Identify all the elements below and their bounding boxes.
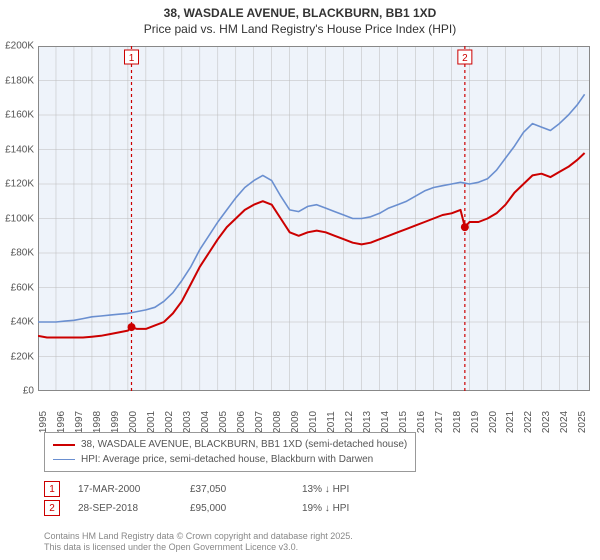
marker-price-1: £37,050 bbox=[190, 484, 284, 495]
x-tick-label: 1997 bbox=[74, 411, 85, 433]
y-tick-label: £180K bbox=[5, 75, 34, 86]
marker-table: 1 17-MAR-2000 £37,050 13% ↓ HPI 2 28-SEP… bbox=[44, 478, 396, 519]
x-tick-label: 2004 bbox=[200, 411, 211, 433]
y-tick-label: £100K bbox=[5, 213, 34, 224]
legend-item-price-paid: 38, WASDALE AVENUE, BLACKBURN, BB1 1XD (… bbox=[53, 437, 407, 452]
x-tick-label: 2001 bbox=[146, 411, 157, 433]
x-tick-label: 2014 bbox=[380, 411, 391, 433]
marker-price-2: £95,000 bbox=[190, 503, 284, 514]
x-tick-label: 2000 bbox=[128, 411, 139, 433]
x-tick-label: 1995 bbox=[38, 411, 49, 433]
x-tick-label: 2017 bbox=[434, 411, 445, 433]
x-tick-label: 1999 bbox=[110, 411, 121, 433]
marker-delta-2: 19% ↓ HPI bbox=[302, 503, 396, 514]
attribution-text: Contains HM Land Registry data © Crown c… bbox=[44, 531, 353, 554]
y-tick-label: £160K bbox=[5, 110, 34, 121]
svg-text:1: 1 bbox=[129, 53, 135, 64]
marker-date-1: 17-MAR-2000 bbox=[78, 484, 172, 495]
x-tick-label: 2006 bbox=[236, 411, 247, 433]
x-tick-label: 1996 bbox=[56, 411, 67, 433]
chart-plot-area: 12 bbox=[38, 46, 590, 391]
legend-swatch-hpi bbox=[53, 459, 75, 461]
x-tick-label: 2016 bbox=[416, 411, 427, 433]
x-tick-label: 2011 bbox=[326, 411, 337, 433]
svg-text:2: 2 bbox=[462, 53, 468, 64]
marker-row-1: 1 17-MAR-2000 £37,050 13% ↓ HPI bbox=[44, 481, 396, 497]
title-line-2: Price paid vs. HM Land Registry's House … bbox=[0, 22, 600, 36]
legend-box: 38, WASDALE AVENUE, BLACKBURN, BB1 1XD (… bbox=[44, 432, 416, 472]
chart-title-block: 38, WASDALE AVENUE, BLACKBURN, BB1 1XD P… bbox=[0, 0, 600, 36]
legend-item-hpi: HPI: Average price, semi-detached house,… bbox=[53, 452, 407, 467]
y-axis-labels: £0£20K£40K£60K£80K£100K£120K£140K£160K£1… bbox=[0, 46, 36, 391]
x-tick-label: 2021 bbox=[505, 411, 516, 433]
y-tick-label: £200K bbox=[5, 41, 34, 52]
x-axis-labels: 1995 1996 1997 1998 1999 2000 2001 2002 2003 2004… bbox=[38, 394, 590, 430]
y-tick-label: £80K bbox=[11, 248, 34, 259]
x-tick-label: 2019 bbox=[470, 411, 481, 433]
y-tick-label: £20K bbox=[11, 351, 34, 362]
x-tick-label: 2007 bbox=[254, 411, 265, 433]
x-tick-label: 2023 bbox=[541, 411, 552, 433]
x-tick-label: 2020 bbox=[488, 411, 499, 433]
legend-swatch-price-paid bbox=[53, 444, 75, 446]
marker-row-2: 2 28-SEP-2018 £95,000 19% ↓ HPI bbox=[44, 500, 396, 516]
x-tick-label: 2025 bbox=[577, 411, 588, 433]
y-tick-label: £40K bbox=[11, 317, 34, 328]
x-tick-label: 2003 bbox=[182, 411, 193, 433]
y-tick-label: £60K bbox=[11, 282, 34, 293]
marker-date-2: 28-SEP-2018 bbox=[78, 503, 172, 514]
marker-badge-1: 1 bbox=[44, 481, 60, 497]
x-tick-label: 2002 bbox=[164, 411, 175, 433]
title-line-1: 38, WASDALE AVENUE, BLACKBURN, BB1 1XD bbox=[0, 6, 600, 20]
x-tick-label: 2005 bbox=[218, 411, 229, 433]
x-tick-label: 2018 bbox=[452, 411, 463, 433]
marker-delta-1: 13% ↓ HPI bbox=[302, 484, 396, 495]
x-tick-label: 1998 bbox=[92, 411, 103, 433]
y-tick-label: £140K bbox=[5, 144, 34, 155]
x-tick-label: 2022 bbox=[523, 411, 534, 433]
x-tick-label: 2015 bbox=[398, 411, 409, 433]
legend-label-hpi: HPI: Average price, semi-detached house,… bbox=[81, 452, 373, 467]
attribution-line-2: This data is licensed under the Open Gov… bbox=[44, 542, 353, 554]
x-tick-label: 2008 bbox=[272, 411, 283, 433]
attribution-line-1: Contains HM Land Registry data © Crown c… bbox=[44, 531, 353, 543]
x-tick-label: 2013 bbox=[362, 411, 373, 433]
chart-svg: 12 bbox=[38, 46, 590, 391]
x-tick-label: 2009 bbox=[290, 411, 301, 433]
marker-badge-2: 2 bbox=[44, 500, 60, 516]
x-tick-label: 2024 bbox=[559, 411, 570, 433]
legend-label-price-paid: 38, WASDALE AVENUE, BLACKBURN, BB1 1XD (… bbox=[81, 437, 407, 452]
y-tick-label: £0 bbox=[23, 386, 34, 397]
x-tick-label: 2010 bbox=[308, 411, 319, 433]
y-tick-label: £120K bbox=[5, 179, 34, 190]
x-tick-label: 2012 bbox=[344, 411, 355, 433]
